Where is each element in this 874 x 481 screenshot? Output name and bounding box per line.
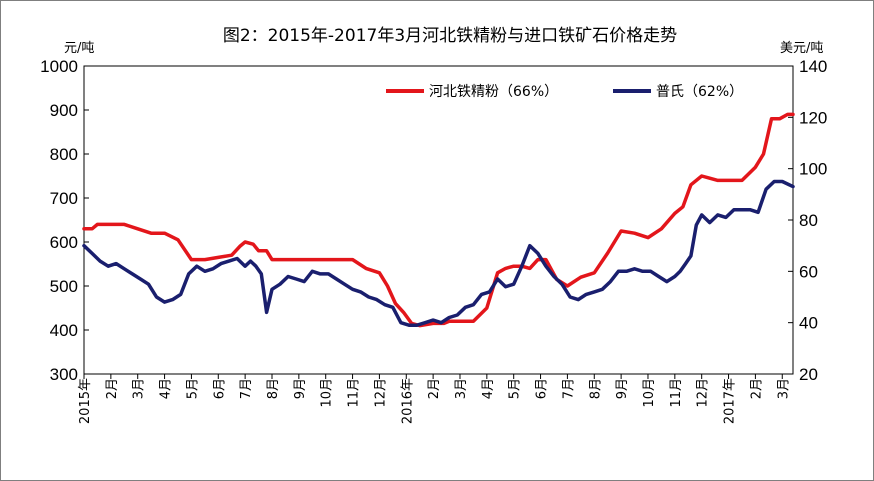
right-tick-label: 100	[799, 160, 827, 179]
left-tick-label: 300	[50, 365, 78, 384]
x-tick-label: 11月	[347, 378, 362, 408]
x-tick-label: 2月	[427, 378, 442, 399]
x-tick-label: 6月	[212, 378, 227, 399]
x-tick-label: 6月	[535, 378, 550, 399]
x-tick-label: 9月	[293, 378, 308, 399]
left-tick-label: 400	[50, 321, 78, 340]
x-tick-label: 11月	[669, 378, 684, 408]
x-tick-label: 8月	[266, 378, 281, 399]
left-tick-label: 600	[50, 233, 78, 252]
x-tick-label: 7月	[561, 378, 576, 399]
x-tick-label: 4月	[159, 378, 174, 399]
plot-area	[83, 65, 794, 375]
legend: 河北铁精粉（66%） 普氏（62%）	[386, 84, 743, 100]
left-axis: 300 400 500 600 700 800 900 1000	[40, 57, 89, 384]
left-tick-label: 500	[50, 277, 78, 296]
x-tick-label: 5月	[185, 378, 200, 399]
x-tick-label: 10月	[642, 378, 657, 408]
left-tick-label: 700	[50, 189, 78, 208]
x-axis: 2015年 2月 3月 4月 5月 6月 7月 8月 9月 10月 11月 12月 2016年 2月 3月 4…	[78, 374, 791, 424]
left-unit-label: 元/吨	[64, 41, 94, 56]
series-layer	[82, 112, 795, 328]
right-tick-label: 40	[799, 314, 818, 333]
series-line-hebei-concentrate	[82, 112, 795, 328]
x-tick-label: 3月	[454, 378, 469, 399]
left-tick-label: 1000	[40, 57, 78, 76]
x-tick-label: 3月	[776, 378, 791, 399]
series-line-platts-index	[82, 179, 795, 327]
legend-label-platts: 普氏（62%）	[656, 84, 743, 100]
x-tick-label: 2015年	[78, 378, 93, 424]
x-tick-label: 9月	[615, 378, 630, 399]
legend-label-hebei: 河北铁精粉（66%）	[429, 84, 558, 100]
x-tick-label: 2月	[105, 378, 120, 399]
chart-title: 图2：2015年-2017年3月河北铁精粉与进口铁矿石价格走势	[223, 26, 677, 46]
left-tick-label: 800	[50, 145, 78, 164]
right-tick-label: 120	[799, 108, 827, 127]
right-tick-label: 20	[799, 365, 818, 384]
x-tick-label: 10月	[320, 378, 335, 408]
left-tick-label: 900	[50, 101, 78, 120]
right-tick-label: 140	[799, 57, 827, 76]
x-tick-label: 2016年	[400, 378, 415, 424]
x-tick-label: 4月	[481, 378, 496, 399]
x-tick-label: 8月	[588, 378, 603, 399]
x-tick-label: 12月	[373, 378, 388, 408]
x-tick-label: 2017年	[723, 378, 738, 424]
x-tick-label: 7月	[239, 378, 254, 399]
right-tick-label: 80	[799, 211, 818, 230]
right-tick-label: 60	[799, 262, 818, 281]
x-tick-label: 12月	[696, 378, 711, 408]
x-tick-label: 3月	[132, 378, 147, 399]
x-tick-label: 2月	[749, 378, 764, 399]
right-axis: 20 40 60 80 100 120 140	[788, 57, 827, 384]
x-tick-label: 5月	[508, 378, 523, 399]
right-unit-label: 美元/吨	[780, 41, 823, 56]
